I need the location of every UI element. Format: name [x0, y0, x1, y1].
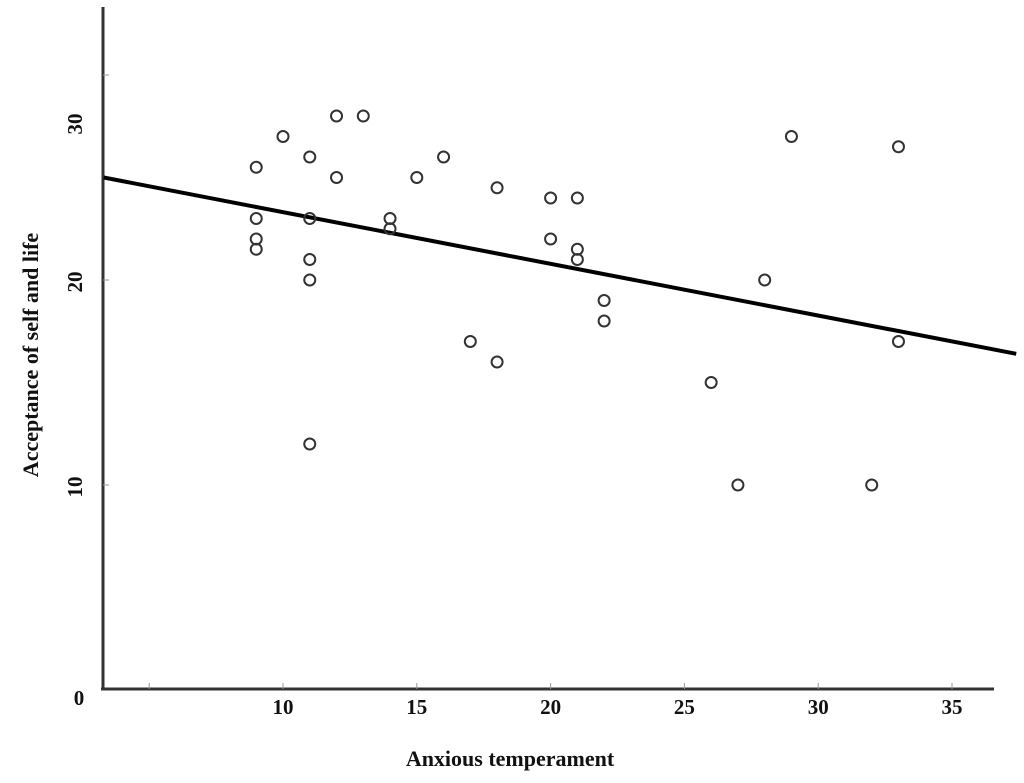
data-point — [570, 253, 584, 266]
data-point — [249, 242, 263, 256]
data-point — [865, 478, 879, 492]
data-point — [303, 150, 317, 164]
regression-line — [103, 175, 1017, 356]
x-axis-title: Anxious temperament — [406, 746, 615, 771]
x-tick-label: 30 — [808, 695, 829, 719]
data-point — [356, 109, 370, 123]
x-tick-label: 15 — [406, 695, 427, 719]
data-point — [303, 437, 317, 451]
data-point — [544, 191, 558, 205]
data-point — [463, 335, 477, 348]
data-point — [891, 140, 905, 154]
y-axis-tick-labels: 0 10 20 30 — [63, 114, 87, 711]
data-point — [330, 171, 344, 184]
data-point — [758, 273, 772, 287]
data-point — [303, 212, 317, 225]
y-axis-ticks — [103, 74, 109, 486]
x-axis-tick-labels: 10 15 20 25 30 35 — [273, 695, 963, 719]
data-point — [303, 273, 317, 287]
data-point — [249, 212, 263, 225]
data-point — [570, 191, 584, 205]
data-points — [249, 109, 905, 492]
x-tick-label: 25 — [674, 695, 695, 719]
data-point — [437, 150, 451, 164]
data-point — [597, 294, 611, 307]
data-point — [330, 109, 344, 123]
data-point — [731, 478, 745, 492]
data-point — [249, 160, 263, 174]
data-point — [490, 355, 504, 369]
data-point — [383, 222, 397, 236]
y-tick-label: 10 — [63, 477, 87, 498]
data-point — [891, 335, 905, 348]
data-point — [784, 130, 798, 143]
data-point — [597, 314, 611, 328]
data-point — [410, 171, 424, 184]
y-tick-label: 0 — [74, 686, 85, 710]
y-axis-title: Acceptance of self and life — [18, 233, 43, 478]
x-tick-label: 10 — [273, 695, 294, 719]
data-point — [490, 181, 504, 195]
x-tick-label: 35 — [942, 695, 963, 719]
x-tick-label: 20 — [540, 695, 561, 719]
data-point — [544, 232, 558, 246]
y-tick-label: 30 — [63, 114, 87, 135]
x-axis-ticks — [148, 683, 953, 689]
data-point — [704, 376, 718, 389]
data-point — [303, 253, 317, 266]
y-tick-label: 20 — [63, 272, 87, 293]
data-point — [276, 130, 290, 143]
